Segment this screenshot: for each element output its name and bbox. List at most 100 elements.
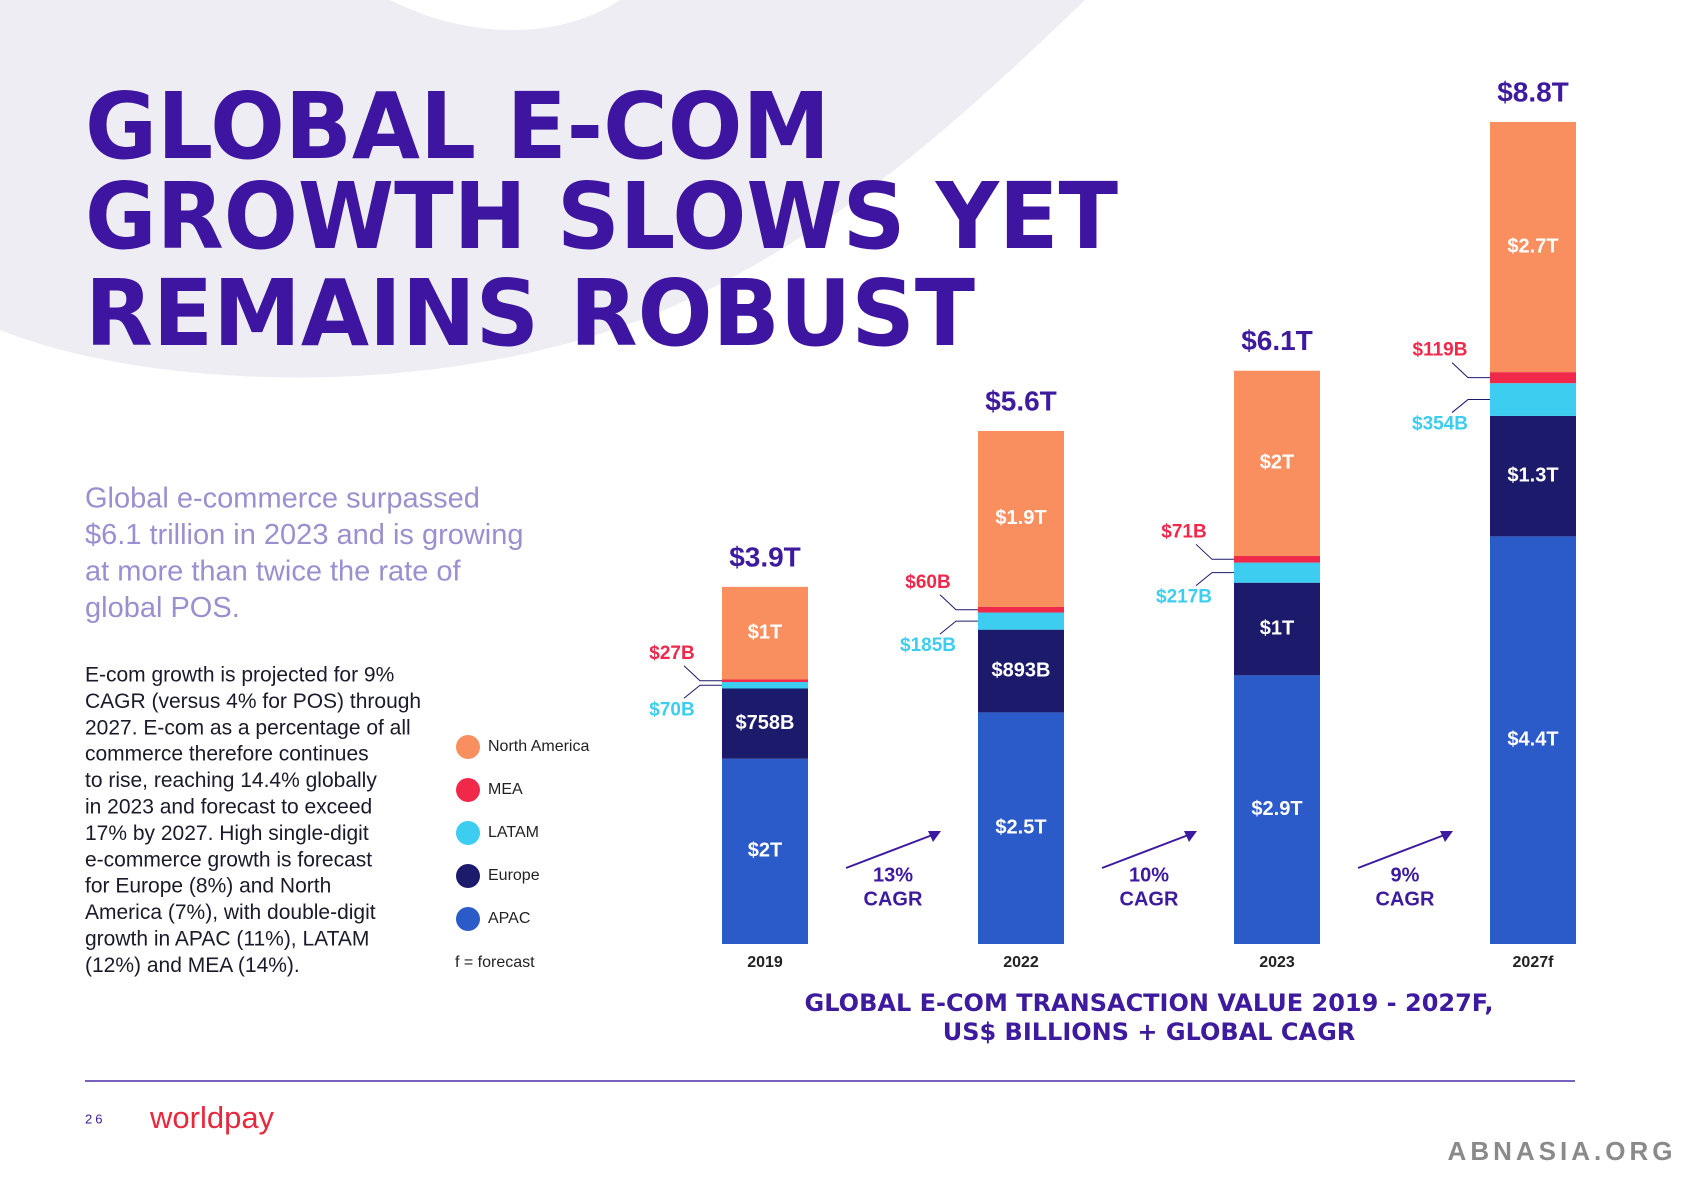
x-tick-label: 2023	[1259, 954, 1295, 971]
brand: worldpay	[149, 1100, 275, 1135]
cagr-label: CAGR	[864, 888, 923, 910]
legend-swatch	[456, 907, 480, 931]
segment-label: $1.3T	[1507, 464, 1558, 486]
bar-segment	[1490, 372, 1576, 384]
leader-line	[939, 620, 978, 635]
segment-label: $2.5T	[995, 816, 1046, 838]
background-swoosh	[0, 0, 1085, 378]
bar-segment	[978, 712, 1064, 944]
legend-label: Europe	[488, 867, 540, 884]
segment-label: $2T	[1260, 452, 1294, 474]
total-label: $6.1T	[1241, 325, 1313, 356]
bar-segment	[978, 606, 1064, 613]
heading-line: REMAINS ROBUST	[85, 260, 975, 367]
legend-swatch	[456, 821, 480, 845]
bar-segment	[1234, 582, 1320, 676]
cagr-arrowhead	[1440, 831, 1453, 842]
bar-segment	[1490, 415, 1576, 537]
bar-segment	[1234, 675, 1320, 944]
body-line: CAGR (versus 4% for POS) through	[85, 690, 421, 713]
segment-label: $1.9T	[995, 507, 1046, 529]
leader-line	[1195, 572, 1234, 587]
body-line: 17% by 2027. High single-digit	[85, 822, 369, 845]
x-tick-label: 2027f	[1513, 954, 1555, 971]
legend-swatch	[456, 778, 480, 802]
segment-label: $2T	[748, 840, 782, 862]
cagr-rate: 13%	[873, 864, 913, 886]
body-line: E-com growth is projected for 9%	[85, 664, 394, 687]
segment-label: $2.9T	[1251, 798, 1302, 820]
bar-segment	[1234, 370, 1320, 557]
cagr-rate: 10%	[1129, 864, 1169, 886]
heading-line: GLOBAL E-COM	[85, 73, 830, 180]
small-segment-label: $70B	[649, 699, 694, 720]
small-segment-label: $71B	[1161, 521, 1206, 542]
bar-segment	[1490, 383, 1576, 416]
body-line: America (7%), with double-digit	[85, 901, 376, 924]
bar-segment	[722, 682, 808, 689]
segment-label: $1T	[1260, 617, 1294, 639]
lead-line: global POS.	[85, 592, 240, 624]
leader-line	[683, 665, 722, 682]
bar-segment	[722, 758, 808, 944]
bar-segment	[722, 688, 808, 759]
background-cutout	[390, 0, 620, 30]
bar-segment	[1490, 536, 1576, 944]
legend-label: MEA	[488, 781, 523, 798]
segment-label: $2.7T	[1507, 235, 1558, 257]
body-line: 2027. E-com as a percentage of all	[85, 716, 411, 739]
legend-label: LATAM	[488, 824, 539, 841]
x-tick-label: 2022	[1003, 954, 1039, 971]
cagr-arrowhead	[1184, 831, 1197, 842]
bar-segment	[722, 679, 808, 683]
legend-note: f = forecast	[455, 954, 535, 971]
lead-line: $6.1 trillion in 2023 and is growing	[85, 519, 524, 551]
chart-title: US$ BILLIONS + GLOBAL CAGR	[943, 1018, 1356, 1046]
cagr-label: CAGR	[1376, 888, 1435, 910]
small-segment-label: $185B	[900, 635, 956, 656]
heading-line: GROWTH SLOWS YET	[85, 163, 1118, 270]
total-label: $5.6T	[985, 385, 1057, 416]
bar-segment	[1234, 562, 1320, 583]
small-segment-label: $354B	[1412, 414, 1468, 435]
cagr-arrowhead	[928, 831, 941, 842]
cagr-arrow	[845, 833, 936, 869]
body-line: growth in APAC (11%), LATAM	[85, 928, 369, 951]
segment-label: $4.4T	[1507, 728, 1558, 750]
legend-label: North America	[488, 738, 589, 755]
cagr-arrow	[1357, 833, 1448, 869]
watermark: ABNASIA.ORG	[1448, 1136, 1677, 1166]
small-segment-label: $27B	[649, 643, 694, 664]
legend-swatch	[456, 864, 480, 888]
lead-line: at more than twice the rate of	[85, 556, 462, 588]
leader-line	[1451, 362, 1490, 379]
body-line: to rise, reaching 14.4% globally	[85, 769, 377, 792]
small-segment-label: $60B	[905, 572, 950, 593]
page-number: 26	[85, 1111, 105, 1126]
cagr-label: CAGR	[1120, 888, 1179, 910]
small-segment-label: $217B	[1156, 587, 1212, 608]
bar-segment	[978, 430, 1064, 607]
bar-segment	[722, 586, 808, 680]
body-line: for Europe (8%) and North	[85, 875, 331, 898]
cagr-arrow	[1101, 833, 1192, 869]
segment-label: $1T	[748, 621, 782, 643]
bar-segment	[978, 612, 1064, 630]
total-label: $8.8T	[1497, 76, 1569, 107]
chart-title: GLOBAL E-COM TRANSACTION VALUE 2019 - 20…	[805, 989, 1494, 1017]
small-segment-label: $119B	[1413, 340, 1468, 361]
body-line: in 2023 and forecast to exceed	[85, 796, 372, 819]
bar-segment	[1234, 556, 1320, 563]
bar-segment	[1490, 122, 1576, 373]
lead-line: Global e-commerce surpassed	[85, 483, 480, 515]
total-label: $3.9T	[729, 541, 801, 572]
body-line: e-commerce growth is forecast	[85, 848, 372, 871]
x-tick-label: 2019	[747, 954, 783, 971]
body-line: commerce therefore continues	[85, 743, 369, 766]
bar-segment	[978, 629, 1064, 713]
body-line: (12%) and MEA (14%).	[85, 954, 300, 977]
segment-label: $758B	[736, 712, 795, 734]
cagr-rate: 9%	[1391, 864, 1420, 886]
leader-line	[1451, 399, 1490, 413]
